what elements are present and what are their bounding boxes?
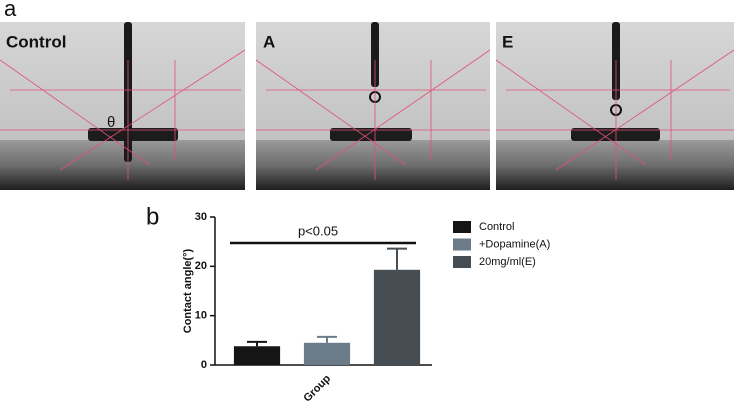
y-axis-label: Contact angle(°) [182, 248, 194, 333]
guide [495, 59, 647, 166]
photo [495, 22, 734, 190]
y-tick-label: 10 [195, 310, 207, 322]
y-tick-label: 30 [195, 211, 207, 223]
needle [371, 22, 379, 87]
droplet [330, 128, 412, 141]
photo-label: E [502, 32, 513, 51]
panel-label: a [4, 0, 17, 21]
bar [373, 269, 421, 365]
photo-label: Control [6, 32, 66, 51]
guide [555, 49, 734, 171]
panel-label: b [146, 203, 159, 230]
substrate [256, 140, 490, 190]
photos: Control A Eθ [0, 22, 734, 190]
legend-swatch [453, 256, 471, 268]
droplet [571, 128, 660, 141]
y-tick-label: 0 [201, 359, 207, 371]
x-tick-label: Group [301, 372, 333, 401]
substrate [496, 140, 734, 190]
y-tick-label: 20 [195, 260, 207, 272]
guide [315, 49, 491, 171]
angle-symbol: θ [107, 114, 115, 131]
legend-label: 20mg/ml(E) [479, 256, 536, 268]
chart: 0 10 20 30 Contact angle(°) Group Control +Dopa… [182, 211, 550, 401]
photo-bg [0, 22, 245, 142]
legend-swatch [453, 238, 471, 251]
legend-label: +Dopamine(A) [479, 238, 550, 250]
guide [255, 59, 407, 166]
annotation: p<0.05 [298, 223, 338, 238]
substrate [0, 140, 245, 190]
photo [255, 22, 491, 190]
photo [0, 22, 246, 190]
photo-label: A [263, 32, 275, 51]
guide [0, 59, 151, 166]
bar [233, 346, 281, 365]
legend-label: Control [479, 221, 514, 233]
guide [59, 49, 246, 171]
bar [303, 342, 351, 365]
legend-swatch [453, 221, 471, 233]
